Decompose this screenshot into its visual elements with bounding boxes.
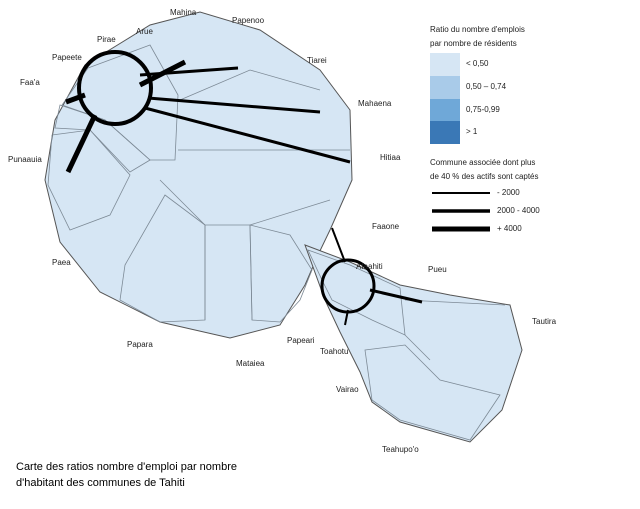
- legend-swatch: [430, 76, 460, 99]
- commune-label: Hitiaa: [380, 153, 401, 162]
- commune-label: Papara: [127, 340, 153, 349]
- legend-label: + 4000: [497, 224, 522, 233]
- commune-label: Mataiea: [236, 359, 265, 368]
- commune-label: Mahaena: [358, 99, 392, 108]
- commune-label: Papeete: [52, 53, 82, 62]
- caption: Carte des ratios nombre d'emploi par nom…: [16, 461, 237, 473]
- legend-label: 0,50 – 0,74: [466, 82, 507, 91]
- legend-title: Commune associée dont plus: [430, 158, 535, 167]
- commune-labels: Mahina Papenoo Arue Pirae Papeete Faa'a …: [8, 8, 557, 454]
- legend-label: 0,75-0,99: [466, 105, 500, 114]
- legend: Ratio du nombre d'emplois par nombre de …: [430, 25, 540, 233]
- commune-label: Pueu: [428, 265, 447, 274]
- commune-label: Punaauia: [8, 155, 42, 164]
- legend-label: 2000 - 4000: [497, 206, 540, 215]
- commune-label: Arue: [136, 27, 153, 36]
- legend-label: > 1: [466, 127, 478, 136]
- legend-label: < 0,50: [466, 59, 489, 68]
- commune-label: Teahupo'o: [382, 445, 419, 454]
- region-vairao: [364, 344, 501, 441]
- island-map: [44, 11, 523, 443]
- legend-label: - 2000: [497, 188, 520, 197]
- legend-swatch: [430, 53, 460, 76]
- legend-title: par nombre de résidents: [430, 39, 517, 48]
- commune-label: Toahotu: [320, 347, 348, 356]
- commune-label: Faaone: [372, 222, 400, 231]
- region-papeete: [61, 44, 179, 161]
- legend-title: Ratio du nombre d'emplois: [430, 25, 525, 34]
- region-faaa: [54, 104, 151, 173]
- commune-label: Mahina: [170, 8, 197, 17]
- legend-title: de 40 % des actifs sont captés: [430, 172, 539, 181]
- commune-label: Afaahiti: [356, 262, 383, 271]
- commune-label: Pirae: [97, 35, 116, 44]
- legend-swatch: [430, 121, 460, 144]
- commune-borders: [159, 69, 506, 361]
- commune-label: Faa'a: [20, 78, 40, 87]
- commune-label: Tautira: [532, 317, 557, 326]
- commune-label: Paea: [52, 258, 71, 267]
- commune-label: Vairao: [336, 385, 359, 394]
- caption: d'habitant des communes de Tahiti: [16, 477, 185, 489]
- commune-label: Tiarei: [307, 56, 327, 65]
- legend-swatch: [430, 99, 460, 121]
- region-afaahiti: [307, 249, 406, 336]
- commune-label: Papenoo: [232, 16, 265, 25]
- commune-label: Papeari: [287, 336, 315, 345]
- flow-lines: [65, 50, 423, 326]
- tahiti-nui: [44, 11, 353, 339]
